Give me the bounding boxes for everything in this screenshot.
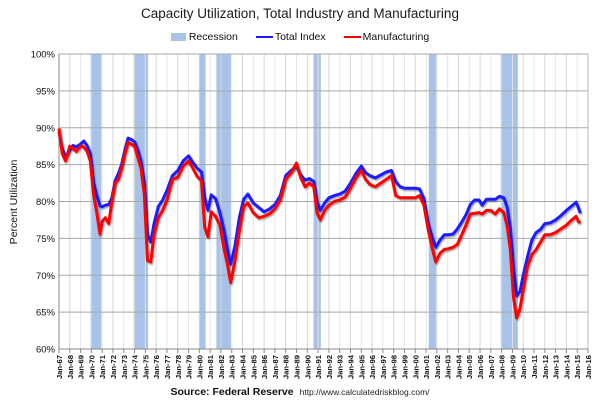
axes: [58, 54, 589, 353]
x-tick-label: Jan-06: [476, 355, 485, 379]
x-tick-label: Jan-75: [141, 354, 150, 379]
x-tick-label: Jan-89: [293, 355, 302, 379]
y-tick-label: 90%: [36, 123, 56, 134]
x-tick-label: Jan-96: [368, 355, 377, 379]
x-tick-label: Jan-16: [584, 355, 593, 379]
legend: Recession Total Index Manufacturing: [0, 31, 600, 43]
legend-item-recession: Recession: [170, 31, 238, 43]
x-tick-label: Jan-81: [206, 354, 215, 379]
y-tick-label: 80%: [36, 197, 56, 208]
x-tick-label: Jan-03: [444, 355, 453, 379]
x-tick-label: Jan-98: [390, 355, 399, 379]
x-tick-label: Jan-67: [55, 355, 64, 379]
x-tick-label: Jan-08: [498, 355, 507, 379]
x-tick-label: Jan-02: [433, 355, 442, 379]
x-tick-label: Jan-93: [336, 355, 345, 379]
series-lines: [57, 128, 582, 320]
x-tick-label: Jan-97: [379, 355, 388, 379]
x-tick-label: Jan-10: [519, 355, 528, 379]
x-tick-label: Jan-04: [454, 354, 463, 379]
x-tick-label: Jan-68: [66, 355, 75, 379]
x-tick-label: Jan-78: [174, 355, 183, 379]
y-axis-label: Percent Utilization: [8, 160, 20, 245]
x-tick-label: Jan-94: [346, 354, 355, 379]
legend-swatch-total-index: [255, 35, 273, 39]
x-tick-label: Jan-95: [357, 354, 366, 379]
x-tick-label: Jan-80: [195, 355, 204, 379]
x-tick-label: Jan-69: [77, 355, 86, 379]
y-tick-label: 75%: [36, 234, 56, 245]
x-tick-label: Jan-14: [562, 354, 571, 379]
x-tick-label: Jan-70: [87, 355, 96, 379]
x-tick-label: Jan-73: [120, 355, 129, 379]
y-tick-labels: 60% 65% 70% 75% 80% 85% 90% 95% 100%: [31, 50, 56, 356]
series-line-total-index: [57, 131, 582, 298]
x-tick-label: Jan-12: [541, 355, 550, 379]
x-tick-label: Jan-91: [314, 354, 323, 379]
source-text: Source: Federal Reserve: [170, 386, 294, 398]
source-url: http://www.calculatedriskblog.com/: [299, 387, 430, 397]
series-line-manufacturing: [57, 128, 582, 320]
y-tick-label: 100%: [31, 50, 56, 61]
y-tick-label: 95%: [36, 86, 56, 97]
x-tick-label: Jan-07: [487, 355, 496, 379]
x-tick-label: Jan-77: [163, 355, 172, 379]
legend-label-recession: Recession: [188, 31, 238, 43]
x-tick-label: Jan-71: [98, 354, 107, 379]
x-tick-label: Jan-92: [325, 355, 334, 379]
x-tick-label: Jan-13: [552, 355, 561, 379]
x-tick-label: Jan-79: [185, 355, 194, 379]
x-tick-label: Jan-00: [411, 355, 420, 379]
y-tick-label: 60%: [36, 345, 56, 356]
x-tick-label: Jan-74: [131, 354, 140, 379]
legend-label-total-index: Total Index: [274, 31, 326, 43]
legend-swatch-manufacturing: [343, 35, 361, 39]
x-tick-label: Jan-90: [303, 355, 312, 379]
x-tick-label: Jan-83: [228, 355, 237, 379]
legend-label-manufacturing: Manufacturing: [362, 31, 430, 43]
chart-title: Capacity Utilization, Total Industry and…: [141, 6, 459, 21]
x-tick-label: Jan-11: [530, 354, 539, 378]
x-tick-label: Jan-87: [271, 355, 280, 379]
footer: Source: Federal Reserve http://www.calcul…: [0, 386, 600, 398]
x-tick-label: Jan-82: [217, 355, 226, 379]
legend-item-manufacturing: Manufacturing: [343, 31, 430, 43]
y-tick-label: 85%: [36, 160, 56, 171]
y-tick-label: 70%: [36, 271, 56, 282]
x-tick-label: Jan-86: [260, 355, 269, 379]
x-tick-labels: Jan-67 Jan-68 Jan-69 Jan-70 Jan-71 Jan-72 Jan-…: [55, 354, 593, 379]
x-tick-label: Jan-09: [508, 355, 517, 379]
x-tick-label: Jan-85: [249, 354, 258, 379]
x-tick-label: Jan-72: [109, 355, 118, 379]
x-tick-label: Jan-84: [239, 354, 248, 379]
x-tick-label: Jan-99: [400, 355, 409, 379]
x-tick-label: Jan-88: [282, 355, 291, 379]
x-tick-label: Jan-76: [152, 355, 161, 379]
legend-item-total-index: Total Index: [255, 31, 326, 43]
y-tick-label: 65%: [36, 308, 56, 319]
x-tick-label: Jan-01: [422, 354, 431, 379]
x-tick-label: Jan-15: [573, 354, 582, 379]
legend-swatch-recession: [170, 33, 186, 41]
x-tick-label: Jan-05: [465, 354, 474, 379]
